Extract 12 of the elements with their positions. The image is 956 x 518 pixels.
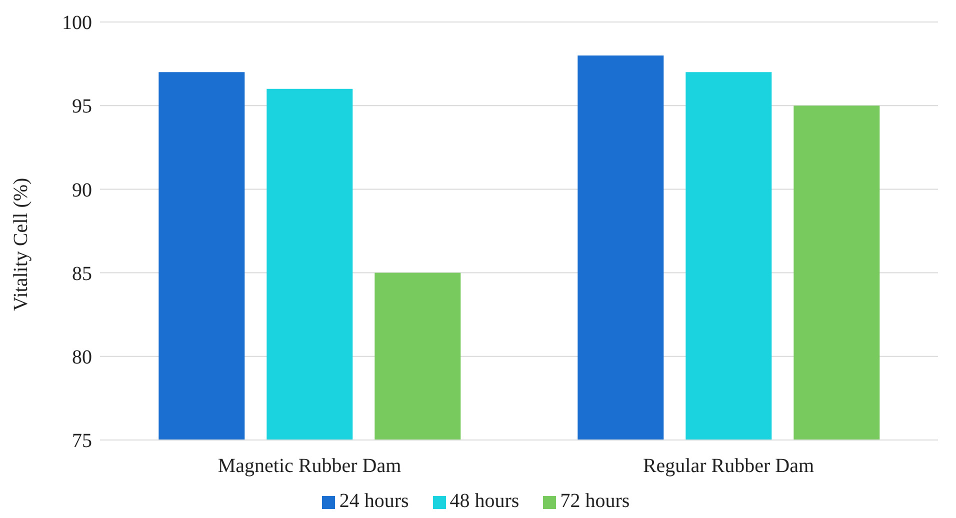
x-tick-label: Magnetic Rubber Dam [218,455,402,478]
legend-label: 24 hours [339,490,409,512]
y-tick-label: 90 [72,179,92,202]
y-tick-label: 100 [62,12,92,34]
x-tick-label: Regular Rubber Dam [642,455,814,478]
legend-label: 72 hours [560,490,630,512]
y-tick-label: 80 [72,346,92,368]
y-tick-label: 95 [72,96,92,118]
y-tick-label: 85 [72,262,92,285]
y-axis-title: Vitality Cell (%) [10,178,32,311]
y-tick-label: 75 [72,430,92,452]
legend-label: 48 hours [450,490,520,512]
